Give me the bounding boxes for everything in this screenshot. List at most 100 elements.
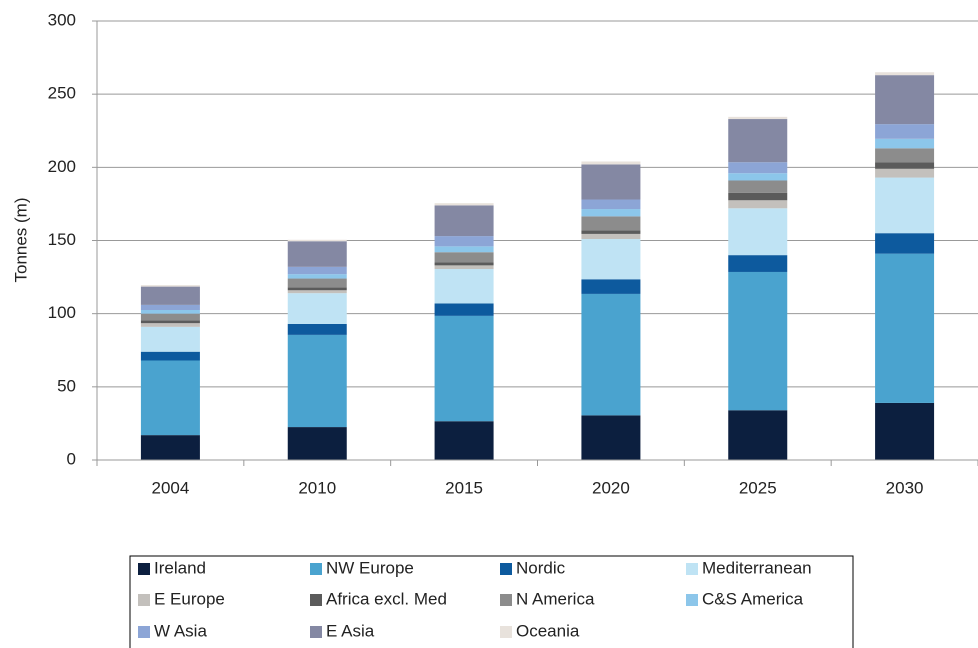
bar-segment: [140, 360, 200, 436]
bar-segment: [140, 313, 200, 321]
bar-segment: [875, 177, 935, 234]
legend-label: C&S America: [702, 589, 804, 608]
bar-segment: [434, 203, 494, 206]
bar-segment: [875, 168, 935, 178]
bar-segment: [728, 173, 788, 181]
bar-segment: [140, 326, 200, 352]
bar-segment: [875, 162, 935, 169]
bar-segment: [434, 236, 494, 247]
bar-segment: [287, 290, 347, 294]
bar-segment: [581, 230, 641, 234]
bar-segment: [581, 216, 641, 231]
bar-segment: [434, 205, 494, 237]
bar-segment: [728, 192, 788, 201]
bar-segment: [728, 208, 788, 256]
bar-segment: [140, 285, 200, 287]
y-tick-label: 150: [48, 230, 76, 249]
legend-label: Nordic: [516, 558, 566, 577]
bar-segment: [287, 287, 347, 291]
bar-segment: [581, 279, 641, 294]
x-tick-label: 2015: [445, 478, 483, 497]
legend-label: NW Europe: [326, 558, 414, 577]
bar-segment: [581, 293, 641, 416]
legend-label: W Asia: [154, 621, 207, 640]
bar-segment: [728, 255, 788, 272]
bar-segment: [728, 200, 788, 209]
legend-swatch: [310, 594, 322, 606]
legend-swatch: [500, 626, 512, 638]
bar-segment: [728, 271, 788, 411]
x-tick-label: 2010: [298, 478, 336, 497]
bar-segment: [875, 253, 935, 403]
y-tick-label: 250: [48, 84, 76, 103]
x-tick-label: 2004: [152, 478, 190, 497]
bar-segment: [140, 310, 200, 314]
bar-segment: [875, 148, 935, 163]
bar-segment: [140, 323, 200, 327]
legend-swatch: [310, 563, 322, 575]
legend-label: Africa excl. Med: [326, 589, 447, 608]
bar-segment: [581, 209, 641, 217]
bar-segment: [287, 241, 347, 267]
bar-segment: [875, 402, 935, 460]
bar-segment: [287, 293, 347, 324]
bar-segment: [287, 278, 347, 288]
bar-segment: [728, 116, 788, 120]
bar-segment: [287, 274, 347, 279]
bar-segment: [581, 415, 641, 460]
bar-segment: [581, 199, 641, 210]
bar-segment: [875, 72, 935, 76]
bar-segment: [875, 75, 935, 125]
legend-box: [129, 555, 854, 648]
legend-swatch: [500, 594, 512, 606]
y-tick-label: 200: [48, 157, 76, 176]
bar-segment: [728, 410, 788, 460]
bar-segment: [140, 435, 200, 460]
y-axis-label: Tonnes (m): [11, 197, 30, 282]
bar-segment: [287, 239, 347, 242]
bar-segment: [287, 266, 347, 275]
legend-label: E Asia: [326, 621, 375, 640]
bar-segment: [581, 161, 641, 165]
legend-label: N America: [516, 589, 595, 608]
legend-swatch: [686, 563, 698, 575]
bar-segment: [434, 265, 494, 270]
bar-segment: [875, 138, 935, 149]
bar-segment: [875, 124, 935, 139]
bar-segment: [728, 119, 788, 163]
legend-swatch: [138, 594, 150, 606]
y-tick-label: 300: [48, 10, 76, 29]
legend-label: E Europe: [154, 589, 225, 608]
bar-segment: [434, 269, 494, 304]
y-tick-label: 100: [48, 303, 76, 322]
bar-segment: [287, 427, 347, 460]
legend-swatch: [138, 563, 150, 575]
legend-label: Ireland: [154, 558, 206, 577]
bar-segment: [287, 334, 347, 428]
bar-segment: [434, 246, 494, 253]
legend-swatch: [138, 626, 150, 638]
bar-segment: [140, 320, 200, 324]
bar-segment: [728, 180, 788, 193]
x-tick-label: 2020: [592, 478, 630, 497]
bar-segment: [728, 162, 788, 174]
bar-segment: [434, 315, 494, 422]
bar-segment: [140, 304, 200, 311]
bar-segment: [140, 286, 200, 305]
bar-segment: [434, 303, 494, 316]
legend-swatch: [500, 563, 512, 575]
legend-label: Oceania: [516, 621, 580, 640]
legend-label: Mediterranean: [702, 558, 812, 577]
bar-segment: [581, 239, 641, 280]
y-tick-label: 0: [67, 449, 76, 468]
bar-segment: [140, 351, 200, 361]
bar-segment: [434, 262, 494, 266]
x-tick-label: 2030: [886, 478, 924, 497]
y-tick-label: 50: [57, 376, 76, 395]
bar-segment: [287, 323, 347, 335]
bar-segment: [581, 233, 641, 240]
bar-segment: [581, 164, 641, 200]
bar-segment: [875, 233, 935, 254]
x-tick-label: 2025: [739, 478, 777, 497]
